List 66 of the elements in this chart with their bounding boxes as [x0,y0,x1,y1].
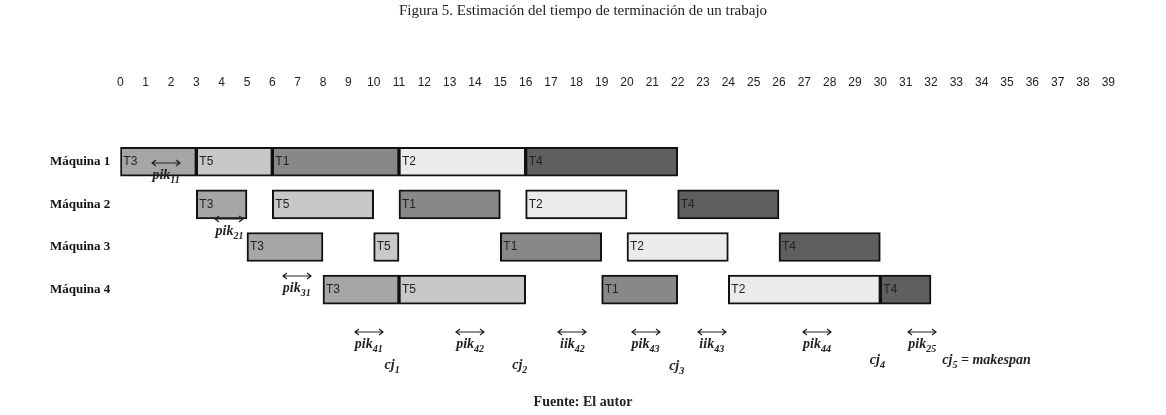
text: T5 [401,281,417,296]
x-tick-label: 20 [620,74,634,89]
text: T3 [325,281,340,296]
x-tick-label: 0 [116,74,124,89]
chart-title: Figura 5. Estimación del tiempo de terminación de un trabajo [397,2,769,19]
x-tick-label: 3 [192,74,200,89]
x-tick-label: 23 [696,74,710,89]
series-label: T3 [199,196,214,211]
x-tick-label: 30 [873,74,888,89]
text: T2 [629,239,645,254]
x-tick-label: 35 [1000,74,1014,89]
y-tick-label: Máquina 3 [49,238,111,254]
x-tick-label: 9 [344,74,352,89]
x-tick-label: 27 [797,74,812,89]
x-tick-label: 32 [924,74,938,89]
source-note: Fuente: El autor [532,394,634,410]
text: T5 [376,239,391,254]
y-tick-label: Máquina 2 [49,195,111,211]
x-tick-label: 5 [243,74,251,89]
x-tick-label: 15 [493,74,508,89]
x-tick-label: 10 [366,74,381,89]
text: T2 [401,154,417,169]
x-tick-label: 17 [544,74,558,89]
y-tick-label: Máquina 4 [49,281,111,297]
x-tick-label: 29 [848,74,862,89]
x-tick-label: 28 [822,74,837,89]
x-tick-label: 14 [468,74,482,89]
text: T3 [249,239,264,254]
text: T1 [503,239,518,254]
x-tick-label: 25 [746,74,761,89]
x-tick-label: 6 [268,74,276,89]
text: T1 [401,196,417,211]
x-tick-label: 11 [392,74,406,89]
x-tick-label: 8 [319,74,327,89]
x-tick-label: 4 [218,74,226,89]
x-tick-label: 7 [294,74,302,89]
series-label: T4 [528,154,543,169]
x-tick-label: 1 [142,74,150,89]
text: T5 [275,196,290,211]
series-label: T5 [199,154,214,169]
text: T1 [275,154,290,169]
text: T4 [883,281,898,296]
series-label: T2 [528,196,543,211]
x-tick-label: 34 [974,74,989,89]
x-tick-label: 18 [569,74,584,89]
series-label: T1 [604,281,619,296]
x-tick-label: 37 [1050,74,1065,89]
x-tick-label: 21 [645,74,660,89]
text: T4 [781,239,797,254]
x-tick-label: 16 [518,74,533,89]
x-tick-label: 33 [949,74,964,89]
x-tick-label: 12 [417,74,432,89]
x-tick-label: 38 [1076,74,1090,89]
x-tick-label: 36 [1025,74,1040,89]
x-tick-label: 24 [721,74,736,89]
text: T4 [680,196,695,211]
x-tick-label: 31 [898,74,913,89]
x-tick-label: 39 [1101,74,1116,89]
x-tick-label: 13 [442,74,457,89]
text: T3 [123,154,138,169]
x-tick-label: 19 [594,74,609,89]
y-tick-label: Máquina 1 [49,153,111,169]
x-tick-label: 2 [167,74,175,89]
x-tick-label: 26 [772,74,786,89]
x-tick-label: 22 [670,74,685,89]
text: T2 [731,281,746,296]
